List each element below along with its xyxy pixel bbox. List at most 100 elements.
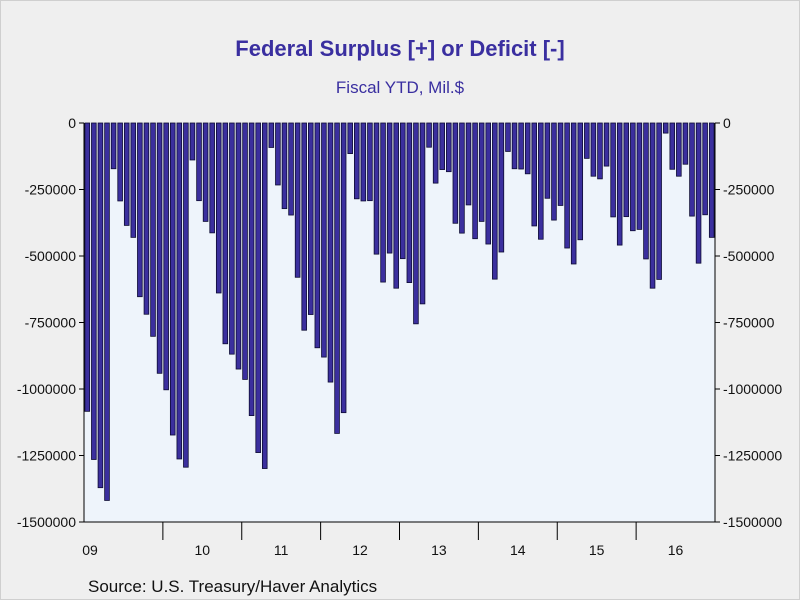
bar bbox=[156, 122, 163, 374]
bar bbox=[459, 122, 465, 234]
bar bbox=[209, 122, 215, 234]
bar bbox=[662, 122, 669, 134]
chart-title: Federal Surplus [+] or Deficit [-] bbox=[235, 36, 565, 61]
bar bbox=[143, 122, 150, 315]
bar bbox=[91, 122, 97, 460]
bar bbox=[452, 122, 459, 224]
y-tick-label: -250000 bbox=[723, 182, 775, 198]
bar bbox=[538, 122, 544, 240]
bar bbox=[334, 122, 340, 434]
bar bbox=[314, 122, 321, 349]
bar bbox=[189, 122, 196, 161]
bar bbox=[432, 122, 439, 184]
x-tick-label: 09 bbox=[82, 542, 98, 558]
bar bbox=[669, 122, 676, 170]
bar bbox=[524, 122, 531, 175]
y-tick-label: -750000 bbox=[25, 315, 77, 331]
y-axis-right: 0 -250000 -500000 -750000 -1000000 -1250000 -1… bbox=[715, 115, 782, 530]
bar bbox=[176, 122, 183, 460]
bar bbox=[255, 122, 261, 453]
bar bbox=[702, 122, 708, 216]
y-tick-label: -1000000 bbox=[723, 381, 782, 397]
y-tick-label: -1250000 bbox=[17, 448, 76, 464]
x-tick-label: 12 bbox=[352, 542, 368, 558]
bar bbox=[373, 122, 380, 255]
x-tick-label: 10 bbox=[195, 542, 211, 558]
bar bbox=[327, 122, 334, 383]
bar bbox=[590, 122, 597, 177]
plot-area bbox=[84, 123, 715, 522]
bar bbox=[117, 122, 123, 202]
bar bbox=[150, 122, 156, 337]
bar bbox=[531, 122, 538, 227]
bar bbox=[577, 122, 584, 241]
bar bbox=[656, 122, 662, 280]
bar bbox=[413, 122, 419, 325]
bar bbox=[169, 122, 176, 436]
bar bbox=[235, 122, 242, 370]
y-tick-label: -500000 bbox=[25, 248, 77, 264]
y-tick-label: -250000 bbox=[25, 182, 77, 198]
bar bbox=[597, 122, 603, 180]
bar bbox=[367, 122, 373, 202]
bar bbox=[354, 122, 360, 200]
bar bbox=[419, 122, 426, 305]
bar bbox=[104, 122, 110, 501]
bar bbox=[623, 122, 630, 218]
bar bbox=[465, 122, 472, 206]
bar bbox=[84, 122, 91, 412]
bar bbox=[347, 122, 353, 154]
bar bbox=[321, 122, 327, 358]
bar bbox=[518, 122, 524, 170]
y-tick-label: -1000000 bbox=[17, 381, 76, 397]
bar bbox=[110, 122, 117, 170]
bar bbox=[584, 122, 590, 159]
bar bbox=[551, 122, 557, 221]
y-tick-label: -750000 bbox=[723, 315, 775, 331]
bar bbox=[393, 122, 399, 289]
bar bbox=[682, 122, 689, 165]
source-note: Source: U.S. Treasury/Haver Analytics bbox=[88, 577, 378, 596]
bar bbox=[275, 122, 281, 186]
bar bbox=[202, 122, 209, 222]
bar bbox=[485, 122, 491, 245]
bar bbox=[544, 122, 551, 199]
bar bbox=[123, 122, 130, 226]
bar bbox=[478, 122, 485, 222]
bar bbox=[248, 122, 255, 417]
bar bbox=[439, 122, 445, 170]
bar bbox=[386, 122, 393, 254]
y-tick-label: -1250000 bbox=[723, 448, 782, 464]
bar bbox=[426, 122, 432, 148]
bar bbox=[630, 122, 636, 232]
bar bbox=[636, 122, 643, 230]
x-tick-label: 11 bbox=[274, 542, 289, 558]
bar bbox=[301, 122, 307, 331]
bar bbox=[196, 122, 202, 202]
y-tick-label: 0 bbox=[723, 115, 731, 131]
bar bbox=[268, 122, 275, 148]
y-axis-left: 0 -250000 -500000 -750000 -1000000 -1250000 -1… bbox=[17, 115, 84, 530]
bar bbox=[564, 122, 570, 249]
bar bbox=[137, 122, 143, 298]
bar bbox=[695, 122, 702, 264]
y-tick-label: 0 bbox=[68, 115, 76, 131]
bar bbox=[288, 122, 294, 216]
x-tick-label: 15 bbox=[589, 542, 605, 558]
bar bbox=[570, 122, 577, 265]
bar bbox=[610, 122, 616, 218]
x-axis: 09 10 11 12 13 14 15 16 bbox=[82, 522, 684, 558]
bar bbox=[97, 122, 104, 489]
y-tick-label: -500000 bbox=[723, 248, 775, 264]
bar bbox=[222, 122, 229, 345]
bar bbox=[689, 122, 695, 217]
bar bbox=[130, 122, 137, 238]
bars-group bbox=[84, 122, 715, 501]
bar bbox=[616, 122, 623, 246]
bar bbox=[472, 122, 478, 240]
bar bbox=[183, 122, 189, 468]
bar bbox=[242, 122, 248, 380]
bar bbox=[708, 122, 715, 238]
bar bbox=[643, 122, 649, 260]
bar bbox=[360, 122, 367, 202]
